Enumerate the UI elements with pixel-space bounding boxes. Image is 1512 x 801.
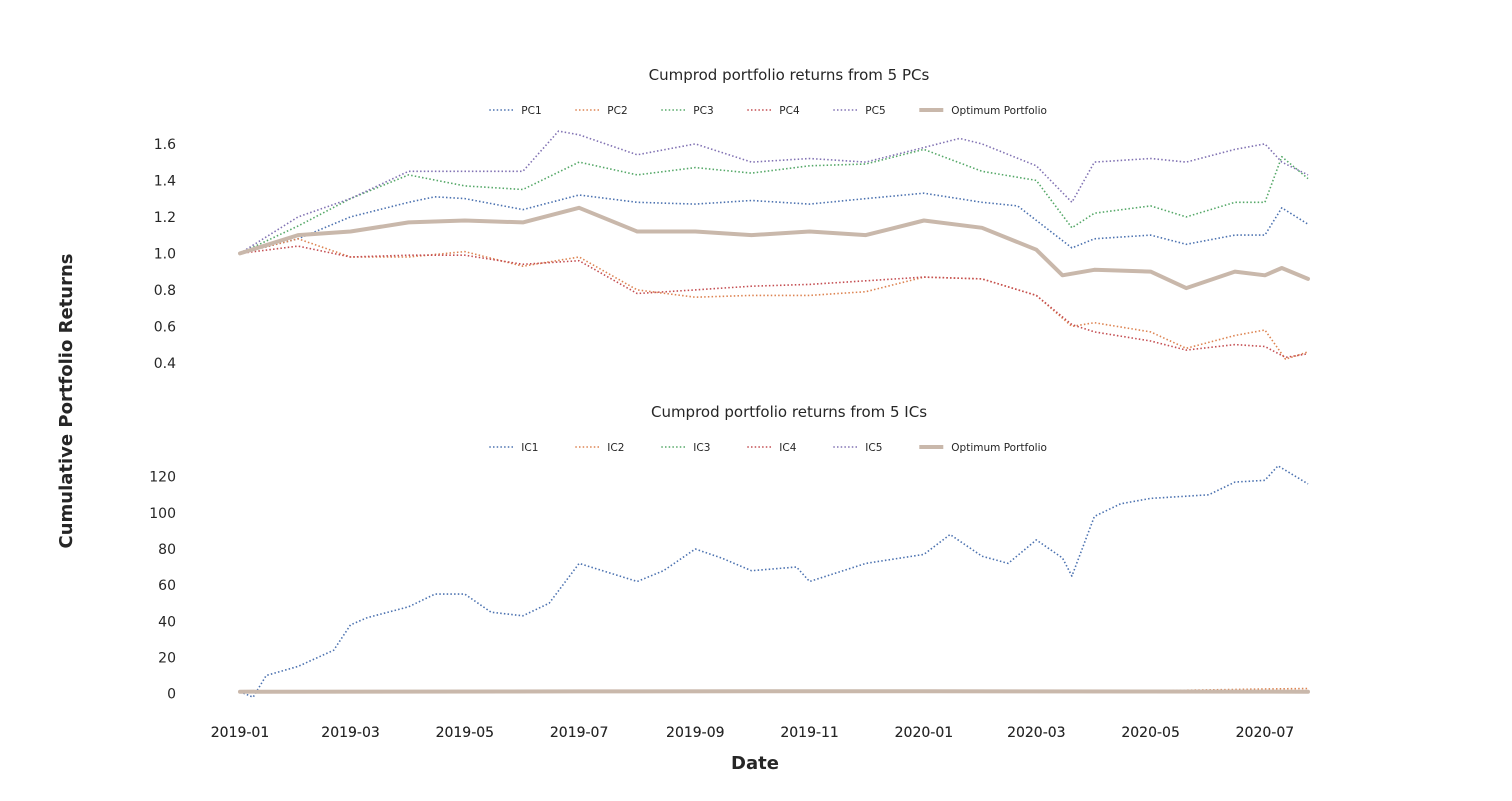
legend: PC1 PC2 PC3 PC4 PC5 Optimum Portfolio	[489, 105, 1047, 117]
x-axis-label: Date	[731, 753, 779, 774]
y-tick-label: 1.6	[154, 137, 176, 153]
y-tick-label: 20	[158, 650, 176, 666]
legend-label: IC1	[521, 442, 538, 454]
legend-item: PC3	[661, 105, 714, 117]
legend-item: IC1	[489, 442, 538, 454]
chart-title: Cumprod portfolio returns from 5 PCs	[649, 66, 930, 84]
x-tick-label: 2019-09	[666, 725, 725, 741]
x-tick-label: 2020-05	[1121, 725, 1180, 741]
legend-label: PC3	[693, 105, 713, 117]
y-tick-label: 0.8	[154, 283, 176, 299]
series-line	[238, 205, 1310, 291]
legend-label: PC5	[865, 105, 885, 117]
legend-label: Optimum Portfolio	[951, 105, 1047, 117]
legend-item: PC2	[575, 105, 628, 117]
x-tick-label: 2020-01	[895, 725, 954, 741]
series-line	[239, 192, 1309, 255]
x-tick-label: 2019-11	[780, 725, 839, 741]
y-tick-label: 120	[149, 470, 176, 486]
y-tick-label: 0.4	[154, 356, 176, 372]
legend-item: PC5	[833, 105, 886, 117]
x-tick-label: 2019-05	[436, 725, 495, 741]
legend-label: PC4	[779, 105, 800, 117]
legend-item: Optimum Portfolio	[919, 105, 1047, 117]
legend-item: PC1	[489, 105, 542, 117]
y-tick-label: 80	[158, 542, 176, 558]
legend-item: IC3	[661, 442, 710, 454]
x-tick-label: 2020-05	[1121, 725, 1180, 741]
x-tick-label: 2019-07	[550, 725, 609, 741]
x-tick-label: 2020-07	[1236, 725, 1295, 741]
x-tick-label: 2020-03	[1007, 725, 1066, 741]
pc-returns-chart: Cumprod portfolio returns from 5 PCs 0.4 0…	[154, 66, 1310, 741]
x-tick-label: 2019-07	[550, 725, 609, 741]
x-tick-label: 2019-05	[436, 725, 495, 741]
legend-label: IC5	[865, 442, 882, 454]
x-tick-label: 2019-11	[780, 725, 839, 741]
x-tick-label: 2019-09	[666, 725, 725, 741]
series-line	[239, 130, 1309, 255]
chart-title: Cumprod portfolio returns from 5 ICs	[651, 403, 927, 421]
series-line	[239, 245, 1309, 359]
y-tick-label: 100	[149, 506, 176, 522]
series-line	[239, 148, 1309, 255]
legend-item: IC2	[575, 442, 624, 454]
y-axis-label: Cumulative Portfolio Returns	[56, 254, 77, 549]
legend-item: Optimum Portfolio	[919, 442, 1047, 454]
x-tick-label: 2020-03	[1007, 725, 1066, 741]
x-tick-label: 2019-03	[321, 725, 380, 741]
legend-label: Optimum Portfolio	[951, 442, 1047, 454]
series-line	[239, 464, 1309, 699]
legend-item: IC5	[833, 442, 882, 454]
y-tick-label: 0.6	[154, 319, 176, 335]
y-tick-label: 1.0	[154, 246, 176, 262]
legend-item: PC4	[747, 105, 800, 117]
legend-item: IC4	[747, 442, 797, 454]
legend-label: IC3	[693, 442, 710, 454]
x-tick-label: 2019-03	[321, 725, 380, 741]
y-tick-label: 1.2	[154, 210, 176, 226]
y-tick-label: 0	[167, 687, 176, 703]
legend: IC1 IC2 IC3 IC4 IC5 Optimum Portfolio	[489, 442, 1047, 454]
y-tick-label: 60	[158, 578, 176, 594]
series-line	[239, 238, 1309, 361]
x-tick-label: 2020-01	[895, 725, 954, 741]
series-line	[238, 689, 1310, 694]
ic-returns-chart: Cumprod portfolio returns from 5 ICs 0 20 4…	[149, 403, 1310, 741]
legend-label: IC2	[607, 442, 624, 454]
legend-label: PC1	[521, 105, 541, 117]
legend-label: IC4	[779, 442, 796, 454]
legend-label: PC2	[607, 105, 627, 117]
x-tick-label: 2019-01	[211, 725, 270, 741]
x-tick-label: 2020-07	[1236, 725, 1295, 741]
y-tick-label: 1.4	[154, 173, 176, 189]
x-tick-label: 2019-01	[211, 725, 270, 741]
y-tick-label: 40	[158, 614, 176, 630]
